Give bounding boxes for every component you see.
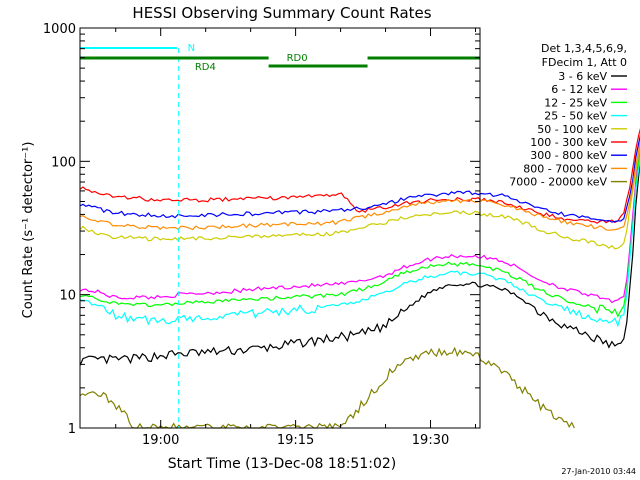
legend-entry-label: 100 - 300 keV — [530, 136, 607, 149]
series-line-12-25-kev — [79, 150, 640, 318]
y-tick-label: 100 — [51, 155, 76, 170]
legend-entry-label: 50 - 100 keV — [537, 123, 607, 136]
series-line-300-800-kev — [79, 134, 640, 223]
series-line-3-6-kev — [79, 158, 640, 366]
legend: Det 1,3,4,5,6,9, FDecim 1, Att 0 3 - 6 k… — [509, 42, 627, 189]
x-tick-label: 19:30 — [412, 433, 449, 448]
y-tick-label: 10 — [59, 289, 76, 304]
annotation-label-n: N — [188, 43, 195, 54]
series-line-800-7000-kev — [79, 139, 640, 231]
series-line-6-12-kev — [79, 146, 640, 304]
x-tick-label: 19:00 — [142, 433, 179, 448]
x-axis-label: Start Time (13-Dec-08 18:51:02) — [168, 456, 396, 472]
legend-entry-label: 6 - 12 keV — [551, 83, 607, 96]
series-line-7000-20000-kev — [79, 346, 575, 430]
chart-title: HESSI Observing Summary Count Rates — [132, 4, 431, 22]
legend-entry-label: 12 - 25 keV — [544, 96, 607, 109]
legend-entry-label: 800 - 7000 keV — [523, 162, 607, 175]
footer-timestamp: 27-Jan-2010 03:44 — [561, 467, 636, 476]
series-line-25-50-kev — [79, 156, 640, 328]
plot-area: NSRD0RD4 — [79, 28, 640, 430]
annotation-label-rd0: RD0 — [287, 53, 308, 64]
y-tick-label: 1000 — [43, 22, 76, 37]
annotation-label-rd4: RD4 — [195, 62, 216, 73]
legend-header-2: FDecim 1, Att 0 — [542, 56, 627, 69]
x-tick-label: 19:15 — [277, 433, 314, 448]
y-axis-label: Count Rate (s⁻¹ detector⁻¹) — [21, 142, 36, 319]
y-axis: 1 10 100 1000 — [43, 22, 480, 437]
x-axis: 19:00 19:15 19:30 — [115, 28, 477, 448]
plot-frame — [79, 27, 481, 429]
series-line-100-300-kev — [79, 127, 640, 224]
legend-entry-label: 25 - 50 keV — [544, 110, 607, 123]
legend-entry-label: 7000 - 20000 keV — [509, 176, 607, 189]
legend-entry-label: 300 - 800 keV — [530, 149, 607, 162]
y-tick-label: 1 — [68, 422, 76, 437]
legend-header-1: Det 1,3,4,5,6,9, — [541, 42, 627, 55]
series-line-50-100-kev — [79, 145, 640, 250]
legend-entry-label: 3 - 6 keV — [558, 70, 607, 83]
